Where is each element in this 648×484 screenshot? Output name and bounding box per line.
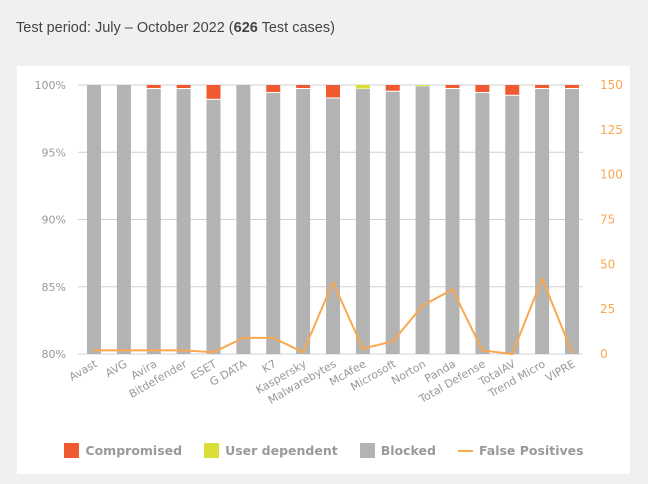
bar-compromised	[475, 85, 490, 93]
bar-blocked	[266, 93, 281, 354]
false-positives-point	[331, 281, 335, 284]
false-positives-point	[152, 349, 155, 352]
bar-compromised	[206, 85, 221, 99]
false-positives-point	[242, 336, 245, 340]
false-positives-point	[122, 349, 126, 352]
false-positives-point	[92, 349, 96, 352]
y-tick-label: 95%	[42, 146, 66, 159]
bar-blocked	[236, 85, 251, 354]
test-period: Test period: July – October 2022 (626 Te…	[16, 20, 335, 36]
bar-compromised	[176, 85, 191, 89]
false-positives-point	[301, 351, 305, 354]
bar-blocked	[146, 89, 161, 354]
bar-compromised	[535, 85, 550, 89]
period-text: Test period: July – October 2022 (	[16, 20, 234, 36]
y2-tick-label: 100	[600, 168, 623, 182]
legend-label: Compromised	[85, 443, 183, 458]
bar-blocked	[535, 89, 550, 354]
y2-tick-label: 50	[600, 257, 615, 271]
false-positives-point	[391, 340, 394, 343]
legend-false-positives[interactable]: False Positives	[457, 443, 584, 458]
period-suffix: Test cases)	[257, 20, 335, 36]
x-tick-label: K7	[260, 357, 279, 375]
bar-compromised	[146, 85, 161, 89]
legend-label: User dependent	[225, 443, 338, 458]
bar-user-dependent	[355, 85, 370, 89]
legend-blocked[interactable]: Blocked	[359, 443, 436, 458]
y-tick-label: 90%	[42, 214, 66, 227]
bar-blocked	[326, 98, 340, 354]
y2-tick-label: 125	[600, 123, 623, 137]
x-tick-label: Norton	[389, 357, 428, 387]
false-positives-point	[481, 349, 484, 352]
swatch-user-dependent	[204, 443, 220, 458]
bar-blocked	[87, 85, 101, 354]
bar-blocked	[355, 89, 370, 354]
y2-tick-label: 0	[600, 347, 608, 361]
bar-blocked	[116, 85, 131, 354]
bar-blocked	[206, 99, 221, 354]
bar-blocked	[445, 89, 460, 354]
swatch-blocked	[359, 443, 375, 458]
y2-tick-label: 75	[600, 213, 615, 227]
bar-user-dependent	[415, 85, 430, 86]
bar-compromised	[565, 85, 579, 89]
bar-compromised	[505, 85, 520, 95]
bar-blocked	[505, 95, 520, 354]
swatch-compromised	[64, 443, 80, 458]
legend-label: Blocked	[380, 443, 436, 458]
legend-compromised[interactable]: Compromised	[64, 443, 182, 458]
false-positives-point	[540, 277, 544, 280]
swatch-false-positives	[457, 449, 473, 452]
legend: Compromised User dependent Blocked False…	[0, 443, 648, 458]
x-tick-label: VIPRE	[543, 357, 577, 384]
false-positives-point	[361, 347, 365, 350]
legend-label: False Positives	[478, 443, 584, 458]
bar-compromised	[266, 85, 281, 93]
x-tick-label: Avast	[67, 357, 100, 384]
false-positives-point	[421, 304, 424, 307]
bar-compromised	[445, 85, 460, 89]
x-tick-label: AVG	[103, 357, 129, 380]
legend-user-dependent[interactable]: User dependent	[204, 443, 338, 458]
false-positives-point	[570, 351, 574, 354]
bar-compromised	[385, 85, 400, 91]
y2-tick-label: 150	[600, 78, 623, 92]
test-case-count: 626	[233, 20, 258, 36]
false-positives-point	[212, 351, 215, 354]
bar-compromised	[326, 85, 340, 98]
bar-blocked	[415, 86, 430, 354]
y-tick-label: 85%	[42, 281, 66, 294]
bar-blocked	[385, 91, 400, 354]
bar-blocked	[565, 89, 579, 354]
bar-blocked	[176, 89, 191, 354]
false-positives-point	[272, 336, 275, 340]
bar-compromised	[296, 85, 311, 89]
bar-blocked	[296, 89, 311, 354]
bar-blocked	[475, 93, 490, 354]
false-positives-point	[511, 352, 514, 356]
false-positives-point	[451, 288, 454, 291]
y2-tick-label: 25	[600, 302, 615, 316]
y-tick-label: 100%	[35, 79, 66, 92]
false-positives-point	[182, 349, 185, 352]
y-tick-label: 80%	[42, 348, 66, 361]
